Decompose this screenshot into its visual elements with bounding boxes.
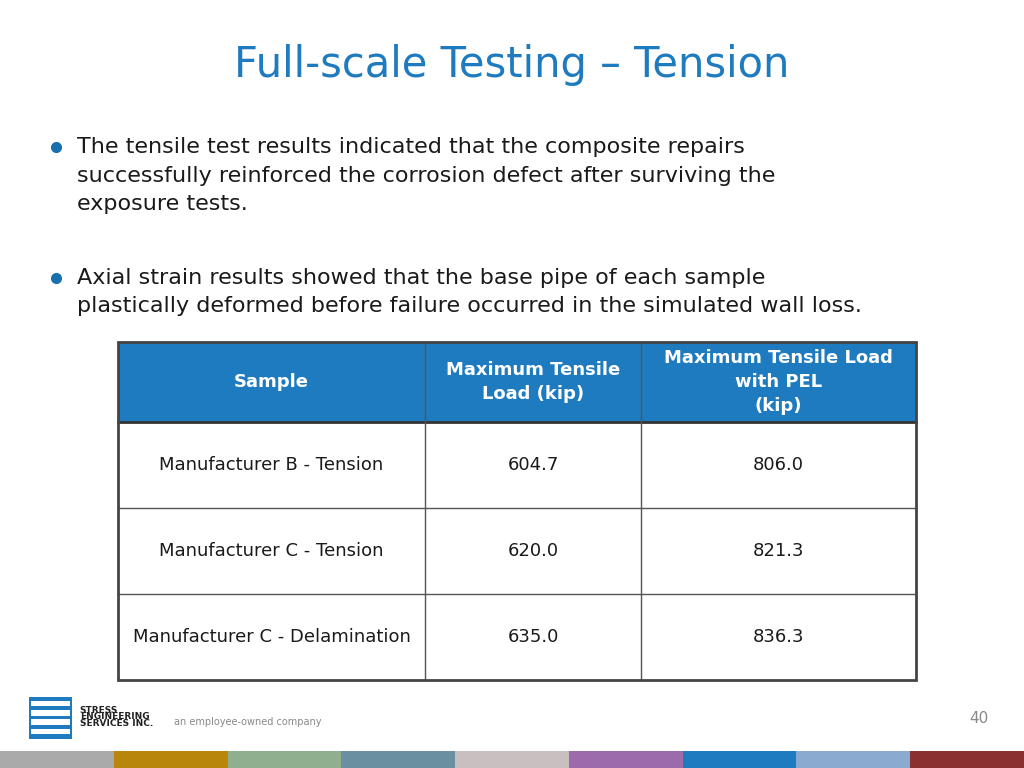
Bar [118, 594, 916, 680]
Text: 620.0: 620.0 [508, 542, 559, 560]
Text: Sample: Sample [234, 373, 309, 391]
Text: 836.3: 836.3 [753, 627, 805, 646]
Bar [114, 751, 227, 768]
Bar [797, 751, 910, 768]
Text: exposure tests.: exposure tests. [77, 194, 248, 214]
Bar [29, 697, 72, 739]
Bar [118, 508, 916, 594]
Bar [31, 729, 70, 734]
Text: ENGINEERING: ENGINEERING [80, 712, 150, 721]
Bar [31, 720, 70, 725]
Text: successfully reinforced the corrosion defect after surviving the: successfully reinforced the corrosion de… [77, 166, 775, 186]
Bar [569, 751, 683, 768]
Text: Manufacturer C - Tension: Manufacturer C - Tension [160, 542, 384, 560]
Bar [0, 751, 114, 768]
Text: 806.0: 806.0 [754, 456, 804, 475]
Bar [910, 751, 1024, 768]
Text: Full-scale Testing – Tension: Full-scale Testing – Tension [234, 45, 790, 86]
Text: an employee-owned company: an employee-owned company [174, 717, 322, 727]
Bar [118, 342, 916, 680]
Text: SERVICES INC.: SERVICES INC. [80, 719, 154, 728]
Bar [455, 751, 569, 768]
Text: 40: 40 [969, 710, 988, 726]
Text: The tensile test results indicated that the composite repairs: The tensile test results indicated that … [77, 137, 744, 157]
Bar [31, 700, 70, 707]
Text: 604.7: 604.7 [508, 456, 559, 475]
Text: Maximum Tensile Load
with PEL
(kip): Maximum Tensile Load with PEL (kip) [665, 349, 893, 415]
Text: plastically deformed before failure occurred in the simulated wall loss.: plastically deformed before failure occu… [77, 296, 861, 316]
Text: STRESS: STRESS [80, 706, 118, 715]
Bar [341, 751, 455, 768]
Bar [118, 342, 916, 422]
Text: 635.0: 635.0 [508, 627, 559, 646]
Text: Maximum Tensile
Load (kip): Maximum Tensile Load (kip) [446, 361, 621, 403]
Bar [31, 710, 70, 716]
Text: Axial strain results showed that the base pipe of each sample: Axial strain results showed that the bas… [77, 268, 765, 288]
Text: Manufacturer C - Delamination: Manufacturer C - Delamination [132, 627, 411, 646]
Text: Manufacturer B - Tension: Manufacturer B - Tension [160, 456, 384, 475]
Bar [227, 751, 341, 768]
Text: 821.3: 821.3 [753, 542, 805, 560]
Bar [683, 751, 797, 768]
Bar [118, 422, 916, 508]
